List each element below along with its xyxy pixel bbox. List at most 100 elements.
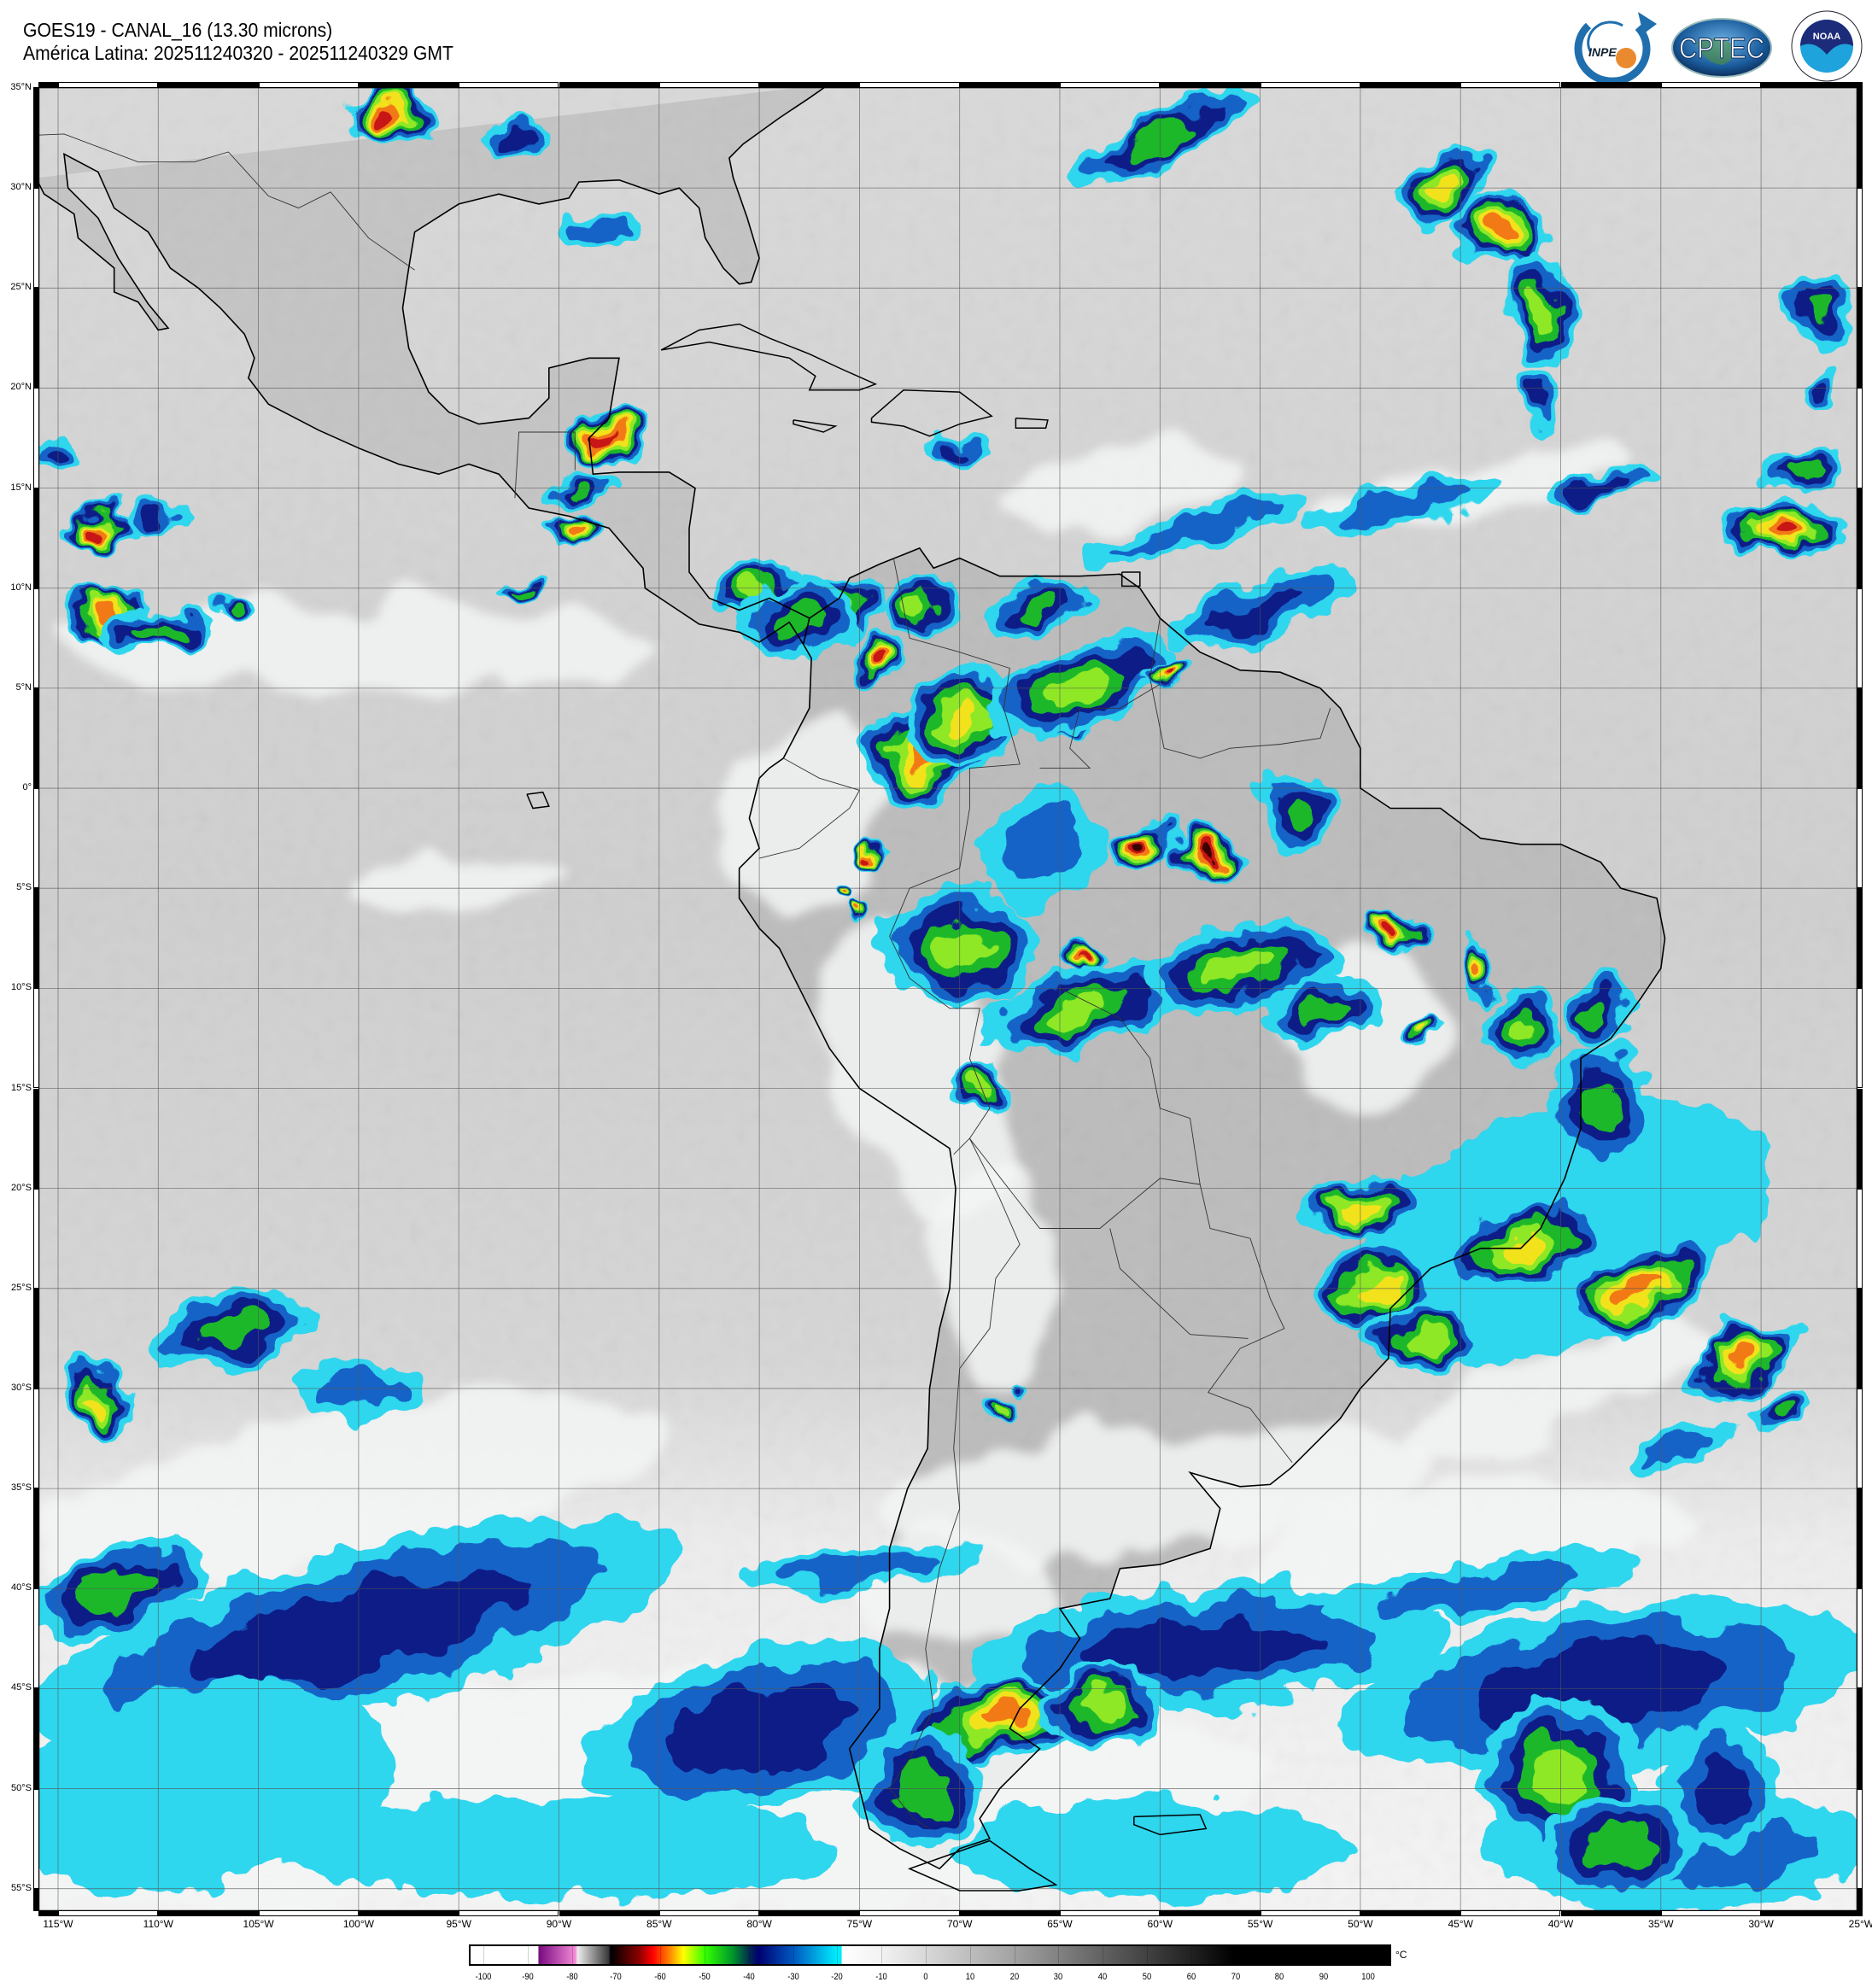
border-tick-segment <box>1857 388 1863 488</box>
border-tick-segment <box>559 1910 659 1916</box>
longitude-label: 85°W <box>646 1918 672 1930</box>
cloud-top-contour <box>862 901 869 908</box>
border-tick-segment <box>1260 1910 1360 1916</box>
south-america-coastline <box>738 547 1666 1870</box>
cloud-top-contour <box>1400 1328 1442 1349</box>
colorbar-tick-line <box>1190 1946 1192 1964</box>
low-cloud <box>939 1148 1060 1389</box>
cloud-system <box>344 88 433 149</box>
cloud-top-contour <box>1643 1430 1719 1467</box>
latitude-label: 35°N <box>10 82 32 92</box>
cloud-system <box>488 121 549 155</box>
border-tick-segment <box>1260 82 1360 88</box>
cloud-system <box>1451 186 1550 270</box>
cloud-top-contour <box>999 808 1080 888</box>
colorbar-tick-line <box>483 1946 485 1964</box>
border-tick-segment <box>1857 288 1863 389</box>
colorbar-tick-label: 60 <box>1186 1972 1196 1982</box>
cloud-system <box>975 1392 1024 1417</box>
border-tick-segment <box>258 82 359 88</box>
latitude-label: 55°S <box>11 1882 32 1893</box>
border-tick-segment <box>33 88 39 189</box>
colorbar-tick-line <box>926 1946 927 1964</box>
border-tick-segment <box>358 82 459 88</box>
noaa-logo-text: NOAA <box>1813 32 1840 42</box>
cloud-system <box>1144 662 1192 691</box>
cloud-top-contour <box>1588 1827 1654 1869</box>
latitude-label: 25°N <box>10 282 32 293</box>
colorbar-tick-label: 10 <box>965 1972 975 1982</box>
border-tick-segment <box>1857 888 1863 989</box>
colorbar-tick-line <box>616 1946 617 1964</box>
image-title: GOES19 - CANAL_16 (13.30 microns) <box>23 19 333 41</box>
coastlines <box>38 87 1666 1892</box>
low-cloud <box>713 712 886 904</box>
border-tick-segment <box>33 888 39 989</box>
cloud-top-contour <box>1016 593 1063 623</box>
inpe-logo: INPE <box>1574 12 1657 84</box>
colorbar-tick-line <box>1324 1946 1325 1964</box>
border-tick-segment <box>258 1910 359 1916</box>
cloud-system <box>1360 1308 1481 1369</box>
cloud-top-contour <box>1284 792 1317 825</box>
latitude-label: 10°S <box>11 982 32 993</box>
cloud-system <box>222 596 254 621</box>
cloud-system <box>1745 1382 1817 1435</box>
border-tick-segment <box>33 687 39 789</box>
border-tick-segment <box>33 1388 39 1489</box>
cloud-top-contour <box>572 525 589 535</box>
cloud-top-contour <box>503 130 535 146</box>
cloud-top-contour <box>1784 459 1818 477</box>
cloud-system <box>1761 447 1841 488</box>
cloud-system <box>1460 936 1501 1001</box>
colorbar-tick-line <box>660 1946 662 1964</box>
cloud-top-contour <box>1487 217 1514 239</box>
cloud-top-contour <box>599 431 619 445</box>
cloud-system <box>857 842 890 871</box>
latitude-label: 30°S <box>11 1382 32 1393</box>
cloud-system <box>58 508 138 548</box>
country-border <box>1059 987 1293 1463</box>
cloud-top-contour <box>1414 1023 1427 1033</box>
graticule <box>38 87 1857 1911</box>
colorbar-tick-label: -10 <box>875 1972 888 1982</box>
longitude-label: 90°W <box>546 1918 572 1930</box>
cloud-system <box>1721 498 1841 558</box>
border-tick-segment <box>358 1910 459 1916</box>
border-tick-segment <box>1360 82 1461 88</box>
border-tick-segment <box>859 1910 960 1916</box>
border-tick-segment <box>33 1788 39 1889</box>
cloud-top-contour <box>572 217 626 239</box>
cloud-top-contour <box>1766 1397 1796 1420</box>
border-tick-segment <box>33 188 39 289</box>
cloud-top-contour <box>206 1311 271 1346</box>
cloud-top-contour <box>1506 1014 1535 1043</box>
latitude-label: 20°S <box>11 1182 32 1193</box>
cloud-top-contour <box>1335 490 1466 526</box>
border-tick-segment <box>459 1910 559 1916</box>
border-tick-segment <box>33 588 39 688</box>
colorbar-tick-label: 40 <box>1098 1972 1108 1982</box>
hispaniola-coastline <box>870 389 993 437</box>
cloud-top-contour <box>869 852 878 860</box>
latitude-label: 25°S <box>11 1282 32 1293</box>
border-tick-segment <box>33 1188 39 1289</box>
cloud-top-contour <box>1161 672 1174 680</box>
cloud-system <box>1302 482 1500 535</box>
border-tick-segment <box>859 82 960 88</box>
border-tick-segment <box>559 82 659 88</box>
cloud-system <box>982 573 1097 644</box>
cloud-system <box>1101 818 1179 874</box>
cloud-top-contour <box>1809 291 1834 325</box>
border-tick-segment <box>33 1288 39 1389</box>
border-tick-segment <box>1857 588 1863 688</box>
country-border <box>38 133 415 271</box>
cuba-coastline <box>660 323 878 391</box>
longitude-label: 70°W <box>946 1918 973 1930</box>
latitude-label: 20°N <box>10 382 32 393</box>
border-tick-segment <box>1060 82 1161 88</box>
border-tick-segment <box>759 82 860 88</box>
border-tick-segment <box>33 1488 39 1589</box>
border-tick-segment <box>1660 1910 1762 1916</box>
cloud-system <box>1370 908 1423 956</box>
